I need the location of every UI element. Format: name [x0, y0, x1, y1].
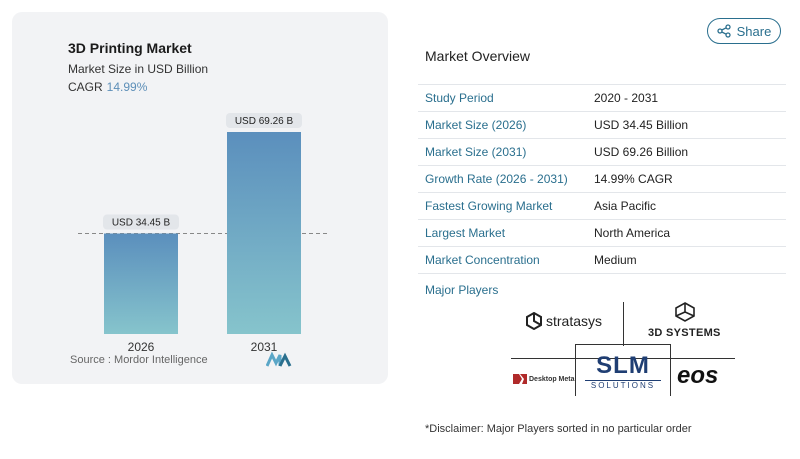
row-key: Largest Market	[425, 226, 506, 240]
source-value: Mordor Intelligence	[114, 354, 208, 366]
row-value: USD 69.26 Billion	[594, 145, 689, 159]
chart-card	[12, 12, 388, 384]
row-key: Market Size (2031)	[425, 145, 527, 159]
share-button[interactable]: Share	[707, 18, 781, 44]
share-label: Share	[736, 23, 772, 39]
slm-wordmark: SLM	[596, 352, 650, 379]
slm-solutions-logo: SLM SOLUTIONS	[577, 352, 669, 390]
data-label-bg	[226, 113, 302, 128]
overview-row: Fastest Growing Market Asia Pacific	[418, 193, 786, 220]
overview-table: Study Period 2020 - 2031 Market Size (202…	[418, 84, 786, 274]
major-players-logos: stratasys 3D SYSTEMS Desktop Metal SLM S…	[505, 300, 745, 396]
row-value: Asia Pacific	[594, 199, 657, 213]
major-players-title: Major Players	[425, 283, 499, 297]
overview-row: Market Concentration Medium	[418, 247, 786, 274]
bar-chart: USD 34.45 B 2026 USD 69.26 B 2031	[78, 113, 328, 354]
row-value: North America	[594, 226, 671, 240]
divider	[623, 302, 624, 346]
data-label: USD 69.26 B	[235, 116, 294, 127]
desktop-metal-logo: Desktop Metal	[513, 374, 576, 384]
share-icon	[716, 24, 731, 38]
x-tick-label: 2031	[251, 340, 278, 354]
cagr-label: CAGR	[68, 80, 103, 94]
3d-systems-mark-icon	[675, 302, 695, 322]
row-key: Fastest Growing Market	[425, 199, 553, 213]
stratasys-mark-icon	[526, 312, 542, 330]
divider	[670, 344, 671, 396]
data-label: USD 34.45 B	[112, 218, 171, 229]
overview-row: Study Period 2020 - 2031	[418, 84, 786, 112]
bar-2031	[227, 132, 301, 334]
chart-cagr: CAGR 14.99%	[68, 80, 147, 94]
chart-title: 3D Printing Market	[68, 40, 192, 56]
row-value: 2020 - 2031	[594, 91, 659, 105]
row-key: Growth Rate (2026 - 2031)	[425, 172, 568, 186]
row-value: Medium	[594, 253, 637, 267]
source-label: Source :	[70, 354, 111, 366]
slm-sub-wordmark: SOLUTIONS	[585, 380, 661, 390]
desktop-metal-wordmark: Desktop Metal	[529, 375, 577, 383]
cagr-value: 14.99%	[106, 80, 148, 94]
bar-2026	[104, 233, 178, 334]
overview-title: Market Overview	[425, 48, 531, 64]
desktop-metal-mark-icon	[513, 374, 527, 384]
row-key: Study Period	[425, 91, 494, 105]
overview-row: Market Size (2031) USD 69.26 Billion	[418, 139, 786, 166]
3d-systems-logo: 3D SYSTEMS	[648, 302, 721, 339]
chart-subtitle: Market Size in USD Billion	[68, 62, 209, 76]
row-key: Market Concentration	[425, 253, 540, 267]
stratasys-logo: stratasys	[525, 312, 602, 330]
3d-systems-wordmark: 3D SYSTEMS	[648, 327, 721, 339]
overview-row: Growth Rate (2026 - 2031) 14.99% CAGR	[418, 166, 786, 193]
overview-row: Market Size (2026) USD 34.45 Billion	[418, 112, 786, 139]
stratasys-wordmark: stratasys	[546, 313, 603, 329]
source: Source : Mordor Intelligence	[70, 354, 208, 366]
divider	[575, 344, 576, 396]
divider	[511, 358, 735, 359]
x-tick-label: 2026	[128, 340, 155, 354]
mordor-intelligence-logo	[266, 352, 292, 367]
row-value: 14.99% CAGR	[594, 172, 673, 186]
data-label-bg	[103, 214, 179, 230]
row-value: USD 34.45 Billion	[594, 118, 689, 132]
row-key: Market Size (2026)	[425, 118, 527, 132]
divider	[575, 344, 670, 345]
disclaimer: *Disclaimer: Major Players sorted in no …	[425, 423, 692, 435]
overview-row: Largest Market North America	[418, 220, 786, 247]
eos-logo: eos	[677, 362, 719, 389]
